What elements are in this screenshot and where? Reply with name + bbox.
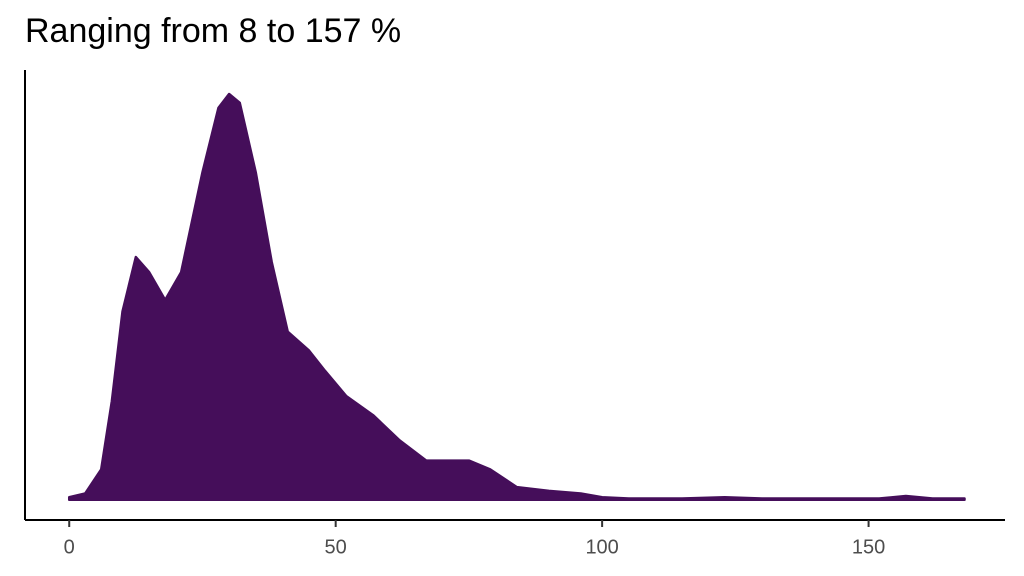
x-tick-label: 50 bbox=[325, 536, 347, 558]
x-tick-label: 150 bbox=[852, 536, 885, 558]
chart-title: Ranging from 8 to 157 % bbox=[25, 12, 401, 50]
x-tick-label: 100 bbox=[585, 536, 618, 558]
x-tick-label: 0 bbox=[64, 536, 75, 558]
density-area bbox=[67, 92, 966, 502]
